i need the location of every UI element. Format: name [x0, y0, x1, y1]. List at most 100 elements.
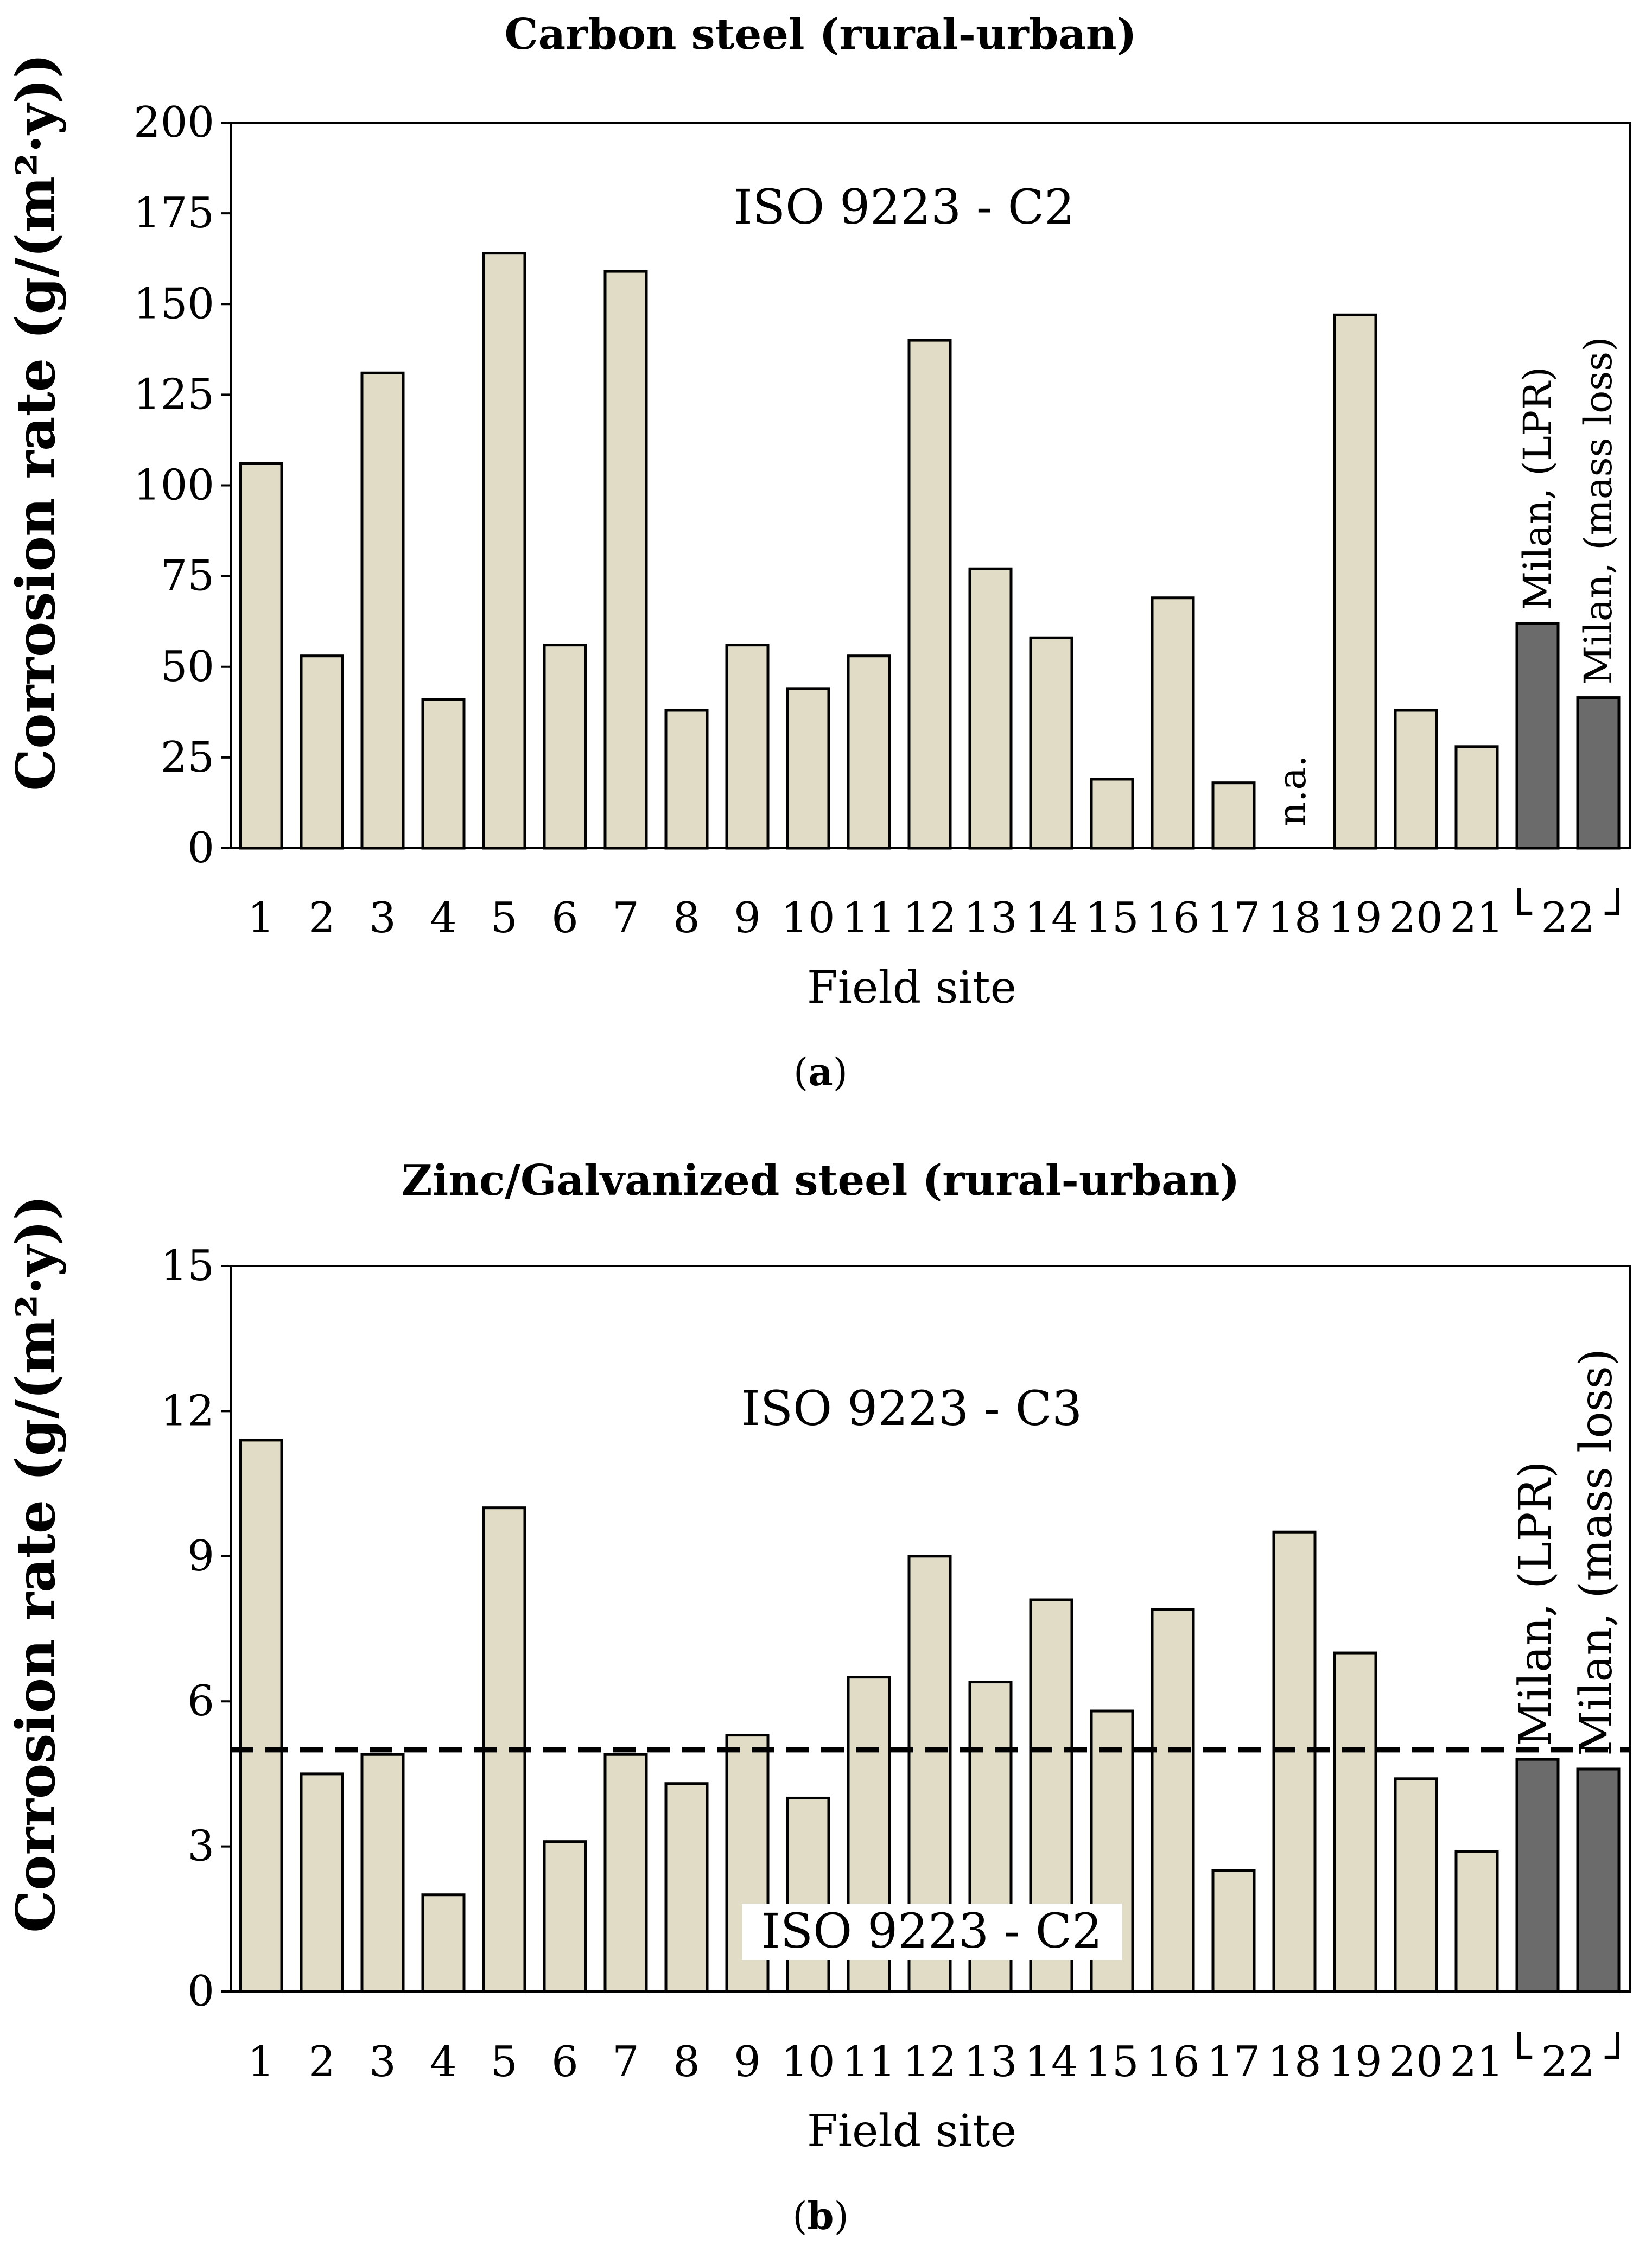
chart-b-milan-label-1: Milan, (LPR) — [1510, 1461, 1561, 1747]
chart-a-xtick-label: 17 — [1206, 894, 1260, 943]
chart-a-xtick-label: 14 — [1024, 894, 1078, 943]
chart-b-xtick-label: 4 — [430, 2038, 457, 2086]
chart-a-bar-9 — [725, 644, 770, 850]
chart-a-xtick-label: 9 — [734, 894, 761, 943]
chart-a-ytick-label: 0 — [187, 824, 214, 873]
chart-a-bar-7 — [603, 270, 648, 850]
chart-b-xtick-label: 18 — [1267, 2038, 1321, 2086]
chart-a-bars: n.a. Milan, (LPR) Milan, (mass loss) — [239, 252, 1621, 850]
chart-a-xtick-group-label: 22 — [1541, 894, 1594, 943]
chart-a-ylabel: Corrosion rate (g/(m²·y)) — [5, 53, 67, 791]
chart-a-bar-19 — [1333, 313, 1377, 850]
chart-a-ytick-label: 100 — [134, 461, 214, 510]
chart-a-bar-3 — [360, 371, 405, 850]
chart-b-bar-22 — [1515, 1758, 1560, 1993]
chart-b-xtick-label: 21 — [1450, 2038, 1503, 2086]
chart-a-title: Carbon steel (rural-urban) — [505, 10, 1137, 59]
chart-b-xtick-label: 17 — [1206, 2038, 1260, 2086]
chart-b-ytick-label: 15 — [161, 1242, 214, 1290]
chart-b-bracket-left: └ — [1507, 2032, 1533, 2082]
chart-a-bar-15 — [1090, 778, 1134, 850]
chart-a-xtick-label: 11 — [842, 894, 895, 943]
chart-b-xtick-label: 11 — [842, 2038, 895, 2086]
chart-b-milan-label-2: Milan, (mass loss) — [1571, 1348, 1622, 1756]
chart-a-bar-8 — [664, 709, 709, 850]
chart-a-milan-label-2: Milan, (mass loss) — [1576, 337, 1621, 685]
chart-b-panel-label: (b) — [792, 2193, 849, 2238]
chart-b-bar-7 — [603, 1753, 648, 1993]
chart-a-xticks: 1 2 3 4 5 6 7 8 9 10 11 12 13 14 15 16 17 18 19 20 21 22└ ┘ — [247, 888, 1630, 943]
chart-a-xtick-label: 7 — [612, 894, 639, 943]
chart-b-bar-6 — [543, 1840, 587, 1993]
chart-b-xtick-label: 7 — [612, 2038, 639, 2086]
chart-a-xtick-label: 10 — [781, 894, 835, 943]
chart-a-bar-13 — [968, 567, 1013, 850]
chart-a-ytick-label: 200 — [134, 98, 214, 147]
chart-b-xticks: 1 2 3 4 5 6 7 8 9 10 11 12 13 14 15 16 17 18 19 20 21 22└ ┘ — [247, 2032, 1630, 2086]
chart-a-ytick-label: 150 — [134, 279, 214, 328]
chart-a-ytick-label: 175 — [134, 189, 214, 238]
chart-a-xtick-label: 18 — [1267, 894, 1321, 943]
chart-b-xtick-label: 19 — [1328, 2038, 1382, 2086]
chart-b-bracket-right: ┘ — [1605, 2032, 1631, 2082]
chart-b-ytick-label: 3 — [187, 1822, 214, 1871]
chart-b-annotation-below: ISO 9223 - C2 — [761, 1903, 1102, 1959]
chart-a-bar-1 — [239, 462, 283, 850]
chart-a-xtick-label: 2 — [308, 894, 335, 943]
chart-b-ytick-label: 6 — [187, 1677, 214, 1726]
chart-b-xtick-label: 12 — [903, 2038, 956, 2086]
chart-b-xtick-label: 20 — [1389, 2038, 1443, 2086]
chart-b-ytick-label: 9 — [187, 1532, 214, 1581]
chart-a-missing-label: n.a. — [1270, 755, 1314, 826]
chart-a-xtick-label: 13 — [963, 894, 1017, 943]
chart-a-bracket-left: └ — [1507, 888, 1533, 938]
chart-a-annotation: ISO 9223 - C2 — [734, 179, 1075, 235]
chart-b-xtick-label: 8 — [673, 2038, 700, 2086]
chart-b-bar-8 — [664, 1782, 709, 1993]
chart-b-bar-18 — [1272, 1530, 1317, 1993]
chart-a-xlabel: Field site — [807, 962, 1016, 1014]
chart-b-bar-21 — [1454, 1850, 1499, 1993]
chart-a-bracket-right: ┘ — [1605, 888, 1631, 938]
chart-a-bar-10 — [786, 687, 830, 850]
chart-b-bar-1 — [239, 1439, 283, 1993]
chart-a-bar-4 — [421, 698, 466, 850]
chart-a-ytick-label: 50 — [161, 642, 214, 691]
chart-a-xtick-label: 5 — [491, 894, 518, 943]
chart-b-bar-23 — [1576, 1767, 1621, 1993]
chart-a-bar-23 — [1576, 696, 1621, 850]
chart-a-xtick-label: 12 — [903, 894, 956, 943]
chart-b-bar-19 — [1333, 1651, 1377, 1993]
chart-a-xtick-label: 1 — [247, 894, 275, 943]
chart-b-xlabel: Field site — [807, 2105, 1016, 2157]
chart-b-xtick-label: 15 — [1085, 2038, 1139, 2086]
chart-a-bar-2 — [300, 654, 344, 850]
chart-b-title: Zinc/Galvanized steel (rural-urban) — [402, 1156, 1240, 1205]
chart-a-yticks: 0 25 50 75 100 125 150 175 200 — [134, 98, 231, 873]
chart-a-bar-16 — [1151, 596, 1195, 850]
chart-a-xtick-label: 19 — [1328, 894, 1382, 943]
chart-a-panel-label: (a) — [793, 1049, 848, 1095]
chart-b-xtick-label: 2 — [308, 2038, 335, 2086]
chart-a-xtick-label: 6 — [551, 894, 579, 943]
chart-b-bar-17 — [1211, 1869, 1256, 1993]
chart-a-bar-5 — [482, 252, 526, 850]
chart-b-xtick-label: 14 — [1024, 2038, 1078, 2086]
chart-b-xtick-group-label: 22 — [1541, 2038, 1594, 2086]
chart-a-xtick-label: 21 — [1450, 894, 1503, 943]
chart-a-bar-20 — [1394, 709, 1438, 850]
chart-b-ytick-label: 12 — [161, 1386, 214, 1435]
chart-a-bar-12 — [907, 339, 952, 850]
chart-a-frame — [230, 122, 1631, 849]
chart-b-xtick-label: 16 — [1146, 2038, 1199, 2086]
chart-a-bar-21 — [1454, 745, 1499, 850]
chart-b-xtick-label: 1 — [247, 2038, 275, 2086]
chart-a-ytick-label: 75 — [161, 552, 214, 601]
chart-a: Carbon steel (rural-urban) Corrosion rat… — [5, 10, 1631, 1095]
chart-a-xtick-label: 4 — [430, 894, 457, 943]
chart-b-xtick-label: 3 — [369, 2038, 396, 2086]
chart-b-xtick-label: 6 — [551, 2038, 579, 2086]
chart-b-xtick-label: 9 — [734, 2038, 761, 2086]
chart-b-bar-10 — [786, 1796, 830, 1993]
